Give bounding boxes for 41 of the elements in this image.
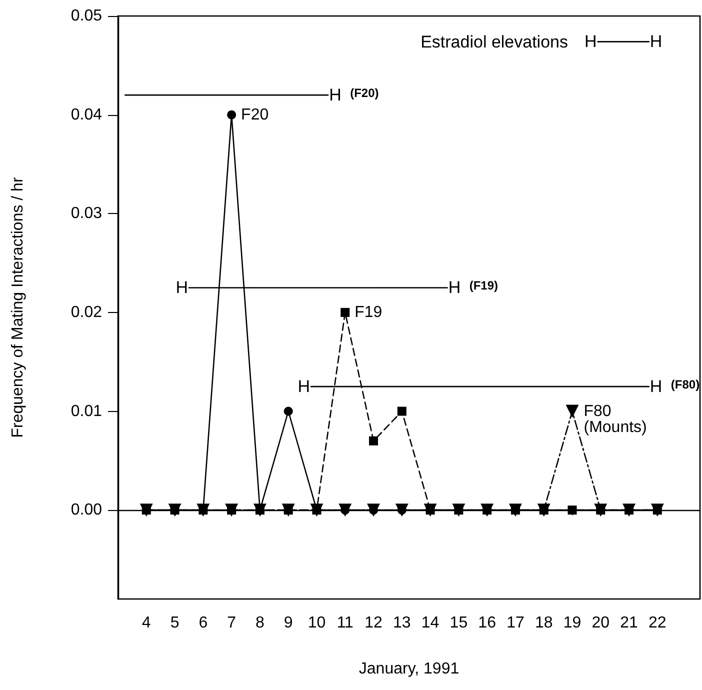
y-axis-title: Frequency of Mating Interactions / hr <box>10 176 26 438</box>
x-tick-label: 6 <box>198 614 208 632</box>
y-tick-label: 0.00 <box>70 502 102 519</box>
y-tick-label: 0.05 <box>70 8 102 24</box>
x-tick-label: 18 <box>534 614 553 632</box>
x-tick-label: 22 <box>648 614 666 632</box>
x-tick-label: 8 <box>256 614 264 632</box>
series-label: F19 <box>354 304 382 321</box>
x-tick-label: 13 <box>393 614 411 632</box>
series-label: (F80) <box>670 378 700 392</box>
x-tick-label: 7 <box>227 614 236 632</box>
x-tick-label: 17 <box>506 614 524 632</box>
series-label: F80 (Mounts) <box>584 402 647 436</box>
x-tick-label: 9 <box>284 614 293 632</box>
x-tick-label: 4 <box>142 614 151 632</box>
data-label: H <box>650 377 662 396</box>
data-label: H <box>584 32 597 52</box>
x-tick-label: 20 <box>592 614 610 632</box>
y-tick-label: 0.02 <box>70 304 102 321</box>
y-tick-label: 0.01 <box>70 402 102 420</box>
data-label: H <box>650 32 662 52</box>
x-tick-label: 12 <box>364 614 383 632</box>
annotation: Estradiol elevations <box>420 32 568 52</box>
x-tick-label: 16 <box>478 614 496 632</box>
y-tick-label: 0.04 <box>70 106 102 124</box>
data-label: H <box>298 377 310 396</box>
x-tick-label: 21 <box>620 614 638 632</box>
data-label: H <box>329 86 342 105</box>
x-tick-label: 19 <box>563 614 582 632</box>
x-tick-label: 14 <box>421 614 440 632</box>
series-label: (F19) <box>469 278 498 293</box>
x-tick-label: 15 <box>450 614 468 632</box>
data-label: H <box>448 278 461 298</box>
x-axis-title: January, 1991 <box>358 660 460 678</box>
x-tick-label: 11 <box>336 614 354 632</box>
x-tick-label: 10 <box>308 614 326 632</box>
y-tick-label: 0.03 <box>70 205 102 222</box>
x-tick-label: 5 <box>170 614 180 632</box>
data-label: H <box>176 278 188 298</box>
series-label: F20 <box>241 106 269 124</box>
series-label: (F20) <box>350 86 379 100</box>
